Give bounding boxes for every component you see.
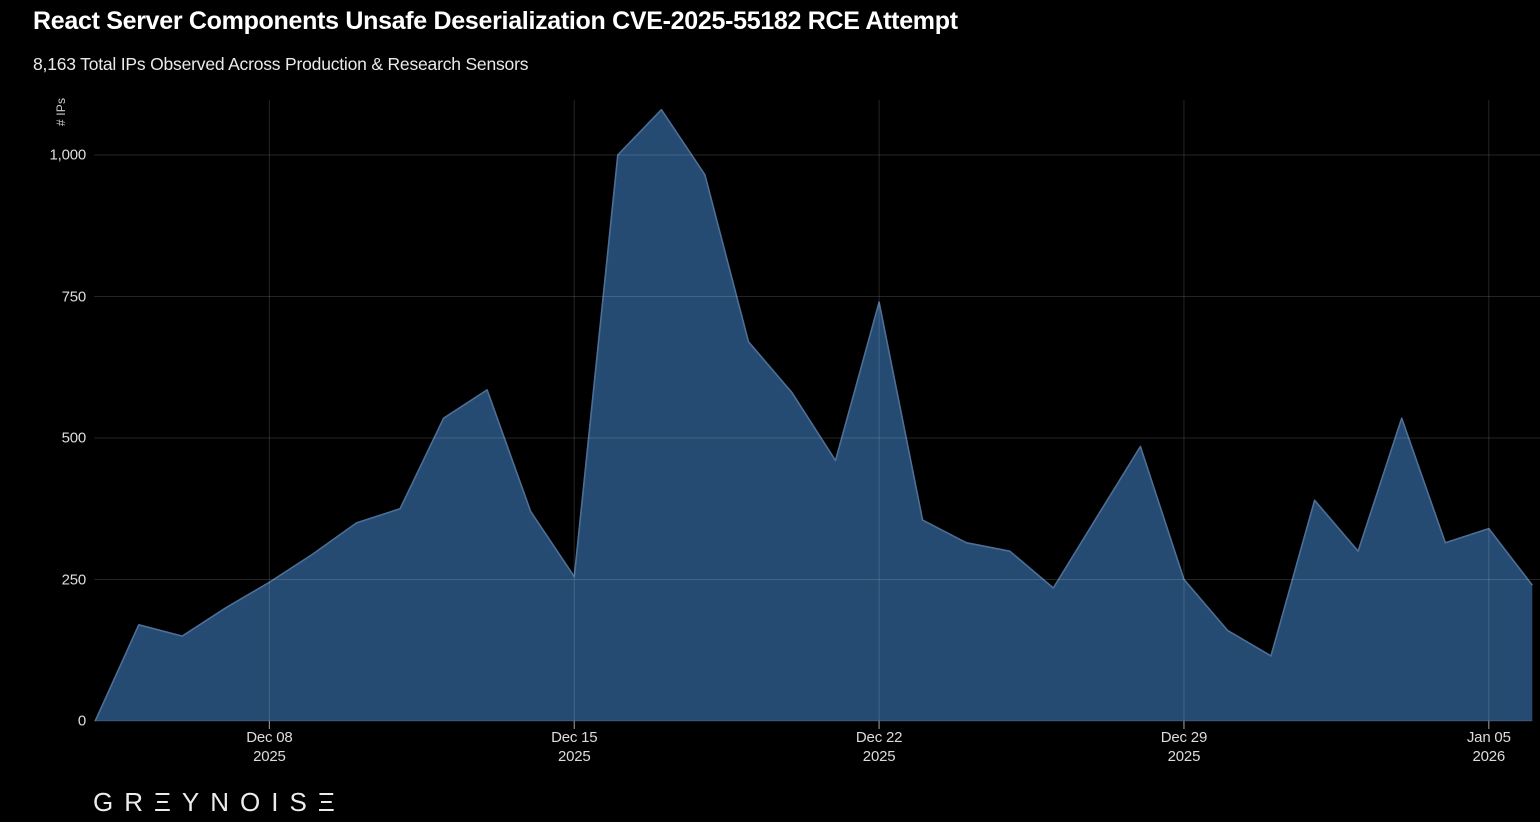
logo-letter: Ξ <box>317 787 335 817</box>
logo-letter: N <box>210 787 230 817</box>
x-tick-label: Jan 05 2026 <box>1444 729 1534 766</box>
x-tick-date: Dec 22 <box>855 729 903 746</box>
logo-letter: G <box>93 787 114 817</box>
x-tick-date: Jan 05 <box>1466 729 1511 746</box>
chart-title: React Server Components Unsafe Deseriali… <box>33 7 958 35</box>
y-tick-label: 250 <box>61 571 87 588</box>
x-tick-label: Dec 22 2025 <box>834 729 924 766</box>
y-tick-label: 1,000 <box>49 146 86 164</box>
x-tick-year: 2025 <box>1167 747 1201 765</box>
x-tick-date: Dec 08 <box>246 729 293 746</box>
x-tick-year: 2025 <box>557 747 591 765</box>
x-tick-date: Dec 15 <box>551 729 598 746</box>
y-axis-title: # IPs <box>54 97 68 127</box>
logo-letter: O <box>240 787 261 817</box>
y-tick-label: 750 <box>61 288 87 305</box>
x-tick-year: 2025 <box>862 747 896 765</box>
chart-subtitle: 8,163 Total IPs Observed Across Producti… <box>33 54 529 74</box>
area-series-fill <box>95 109 1533 721</box>
gridlines <box>94 100 1540 722</box>
x-tick-date: Dec 29 <box>1160 729 1208 746</box>
x-tick-year: 2025 <box>253 747 286 765</box>
logo-letter: Ξ <box>154 787 171 817</box>
logo-letter: Y <box>181 787 200 817</box>
x-tick-year: 2026 <box>1472 747 1506 765</box>
logo-letter: R <box>124 787 144 817</box>
logo-letter: I <box>271 787 279 817</box>
x-tick-label: Dec 08 2025 <box>224 729 314 766</box>
area-series-line <box>94 108 1533 722</box>
x-tick-label: Dec 15 2025 <box>529 729 619 766</box>
x-tick-label: Dec 29 2025 <box>1139 729 1229 766</box>
y-tick-label: 0 <box>77 712 86 730</box>
axis-tick-marks <box>268 721 1490 729</box>
logo-letter: S <box>289 787 307 817</box>
y-tick-label: 500 <box>61 429 87 447</box>
